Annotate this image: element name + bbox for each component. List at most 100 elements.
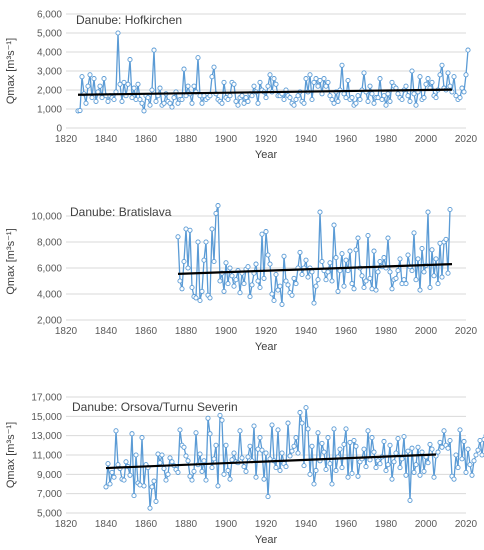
data-point [439, 444, 445, 450]
data-point [297, 409, 303, 416]
data-point [267, 261, 273, 267]
x-tick-label: 1840 [95, 134, 118, 145]
data-point [329, 96, 335, 103]
data-point [249, 93, 255, 99]
data-point [307, 471, 313, 477]
x-tick-label: 2000 [415, 326, 438, 337]
data-point [389, 286, 395, 292]
x-tick-label: 1880 [175, 326, 198, 337]
data-point [129, 431, 135, 437]
x-tick-label: 1860 [135, 134, 158, 145]
data-point [137, 96, 143, 103]
data-point [277, 467, 283, 474]
data-point [289, 292, 295, 298]
y-tick-label: 13,000 [31, 431, 62, 442]
data-point [413, 462, 419, 468]
data-point [257, 284, 263, 291]
data-point [343, 426, 349, 432]
x-tick-label: 2020 [455, 326, 478, 337]
data-point [405, 448, 411, 454]
data-point [109, 469, 115, 475]
data-point [371, 449, 377, 455]
data-point [315, 83, 321, 89]
y-tick-label: 7,000 [37, 489, 62, 500]
x-tick-label: 1940 [295, 519, 318, 530]
data-point [295, 450, 301, 456]
y-tick-label: 5,000 [37, 509, 62, 520]
data-point [259, 447, 265, 453]
data-point [175, 234, 181, 240]
data-point [251, 83, 257, 89]
data-point [89, 95, 95, 101]
data-point [217, 278, 223, 284]
data-point [195, 239, 201, 245]
data-point [223, 442, 229, 448]
data-point [425, 460, 431, 466]
x-tick-label: 1920 [255, 326, 278, 337]
data-point [107, 481, 113, 487]
y-tick-label: 15,000 [31, 412, 62, 423]
data-point [439, 274, 445, 280]
data-point [177, 427, 183, 433]
data-point [237, 428, 243, 434]
data-point [271, 297, 277, 304]
data-point [225, 467, 231, 474]
y-tick-label: 6,000 [37, 10, 62, 21]
y-tick-label: 6,000 [37, 264, 62, 275]
data-point [397, 256, 403, 262]
y-tick-label: 8,000 [37, 238, 62, 249]
data-point [287, 95, 293, 101]
trend-line [105, 453, 437, 470]
data-point [349, 470, 355, 476]
data-point [411, 91, 417, 97]
data-point [371, 248, 377, 254]
data-point [357, 96, 363, 103]
data-point [79, 74, 85, 80]
data-point [291, 443, 297, 449]
data-point [231, 283, 237, 289]
data-point [335, 288, 341, 294]
data-point [377, 461, 383, 467]
data-point [215, 203, 221, 209]
data-point [167, 100, 173, 106]
data-point [227, 476, 233, 482]
data-point [311, 481, 317, 487]
data-point [465, 446, 471, 452]
data-point [321, 76, 327, 82]
data-point [307, 72, 313, 78]
data-point [407, 98, 413, 104]
data-point [435, 281, 441, 287]
data-point [193, 295, 199, 301]
data-point [221, 288, 227, 294]
data-point [103, 484, 109, 490]
data-point [263, 450, 269, 456]
data-point [343, 95, 349, 101]
y-tick-label: 17,000 [31, 393, 62, 404]
data-point [433, 95, 439, 101]
data-point [145, 95, 151, 101]
data-point [445, 270, 451, 276]
data-point [331, 222, 337, 228]
data-point [209, 465, 215, 471]
data-point [223, 260, 229, 266]
data-point [147, 102, 153, 108]
data-point [415, 256, 421, 262]
data-point [403, 472, 409, 478]
data-point [263, 95, 269, 101]
data-point [115, 30, 121, 36]
data-point [381, 255, 387, 261]
data-point [339, 251, 345, 257]
data-point [231, 450, 237, 456]
data-point [259, 231, 265, 237]
data-point [425, 76, 431, 82]
data-point [341, 283, 347, 289]
data-point [127, 57, 133, 63]
data-point [313, 283, 319, 289]
data-point [371, 100, 377, 106]
data-point [129, 95, 135, 101]
data-point [135, 81, 141, 87]
data-point [365, 98, 371, 104]
data-point [255, 278, 261, 284]
data-point [375, 95, 381, 101]
